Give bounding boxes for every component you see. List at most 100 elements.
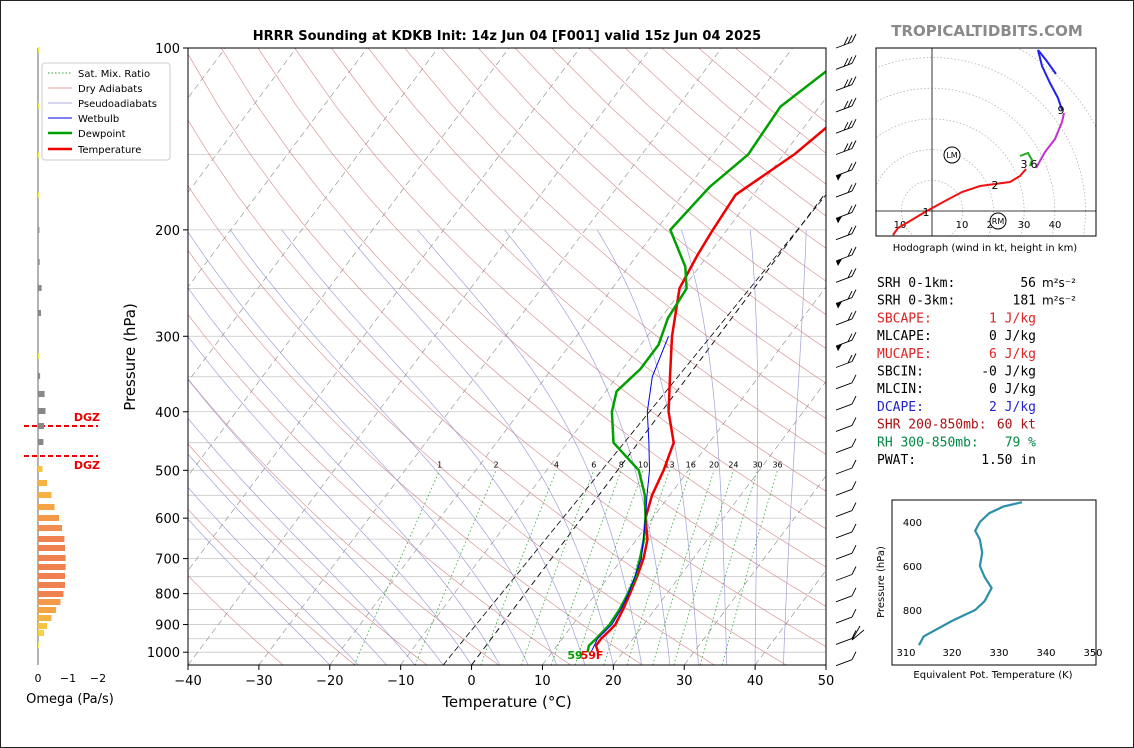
barb-feather [851,268,857,277]
skewt-xtick-label: −30 [245,674,272,689]
hodograph-tick-label: 10 [894,220,907,231]
dry-adiabat-line [220,48,826,607]
skewt-ytick-label: 700 [155,553,180,568]
reference-dashed-line [442,194,826,665]
index-value: 79 % [1005,435,1036,450]
mixing-ratio-label: 4 [554,460,559,469]
barb-feather [851,353,857,362]
barb-feather [851,625,865,641]
storm-motion-marker [989,212,1007,230]
dry-adiabat-line [441,48,826,384]
storm-motion-label: LM [946,151,957,160]
indices-table: SRH 0-1km: 56 m²s⁻² SRH 0-3km: 181 m²s⁻² SBCAP… [877,276,1076,468]
isotherm-line [188,48,652,665]
skewt-xtick-label: 10 [534,674,551,689]
barb-feather [851,651,857,660]
barb-feather [847,290,853,300]
barb-feather [847,99,853,108]
index-value: 1 J/kg [989,311,1036,326]
wind-barb [835,544,857,560]
mixing-ratio-label: 30 [752,460,762,469]
index-value: 0 J/kg [989,329,1036,344]
barb-staff [835,616,853,624]
index-value: -0 J/kg [981,365,1036,380]
barb-staff [835,275,853,283]
skewt-legend: Sat. Mix. Ratio Dry Adiabats Pseudoadiab… [41,62,171,161]
barb-feather [843,100,849,110]
barb-feather [843,58,849,67]
theta-e-xtick: 340 [1036,648,1055,659]
mixing-ratio-line [521,470,595,665]
barb-feather [847,56,853,66]
skewt-ytick-label: 500 [155,464,180,479]
barb-feather [851,33,857,43]
barb-feather [843,36,849,46]
omega-bar [38,423,44,429]
moist-adiabat-line [596,229,699,665]
series-temperature-line [594,126,826,653]
skewt-ylabel: Pressure (hPa) [121,303,139,411]
dry-adiabat-line [188,314,571,665]
barb-staff [835,467,853,475]
omega-bar [38,285,42,291]
barb-feather [851,76,857,85]
wind-barb [835,140,857,155]
wind-barb [835,481,857,496]
barb-staff [835,148,853,155]
isotherm-line [258,48,722,665]
skewt-frame [187,47,827,666]
index-label: MLCAPE: [877,329,932,344]
skewt-ytick-label: 900 [155,619,180,634]
dry-adiabat-line [188,378,499,665]
omega-bar [38,373,41,379]
moist-adiabat-line [188,231,529,665]
omega-bar [38,504,55,510]
mixing-ratio-line [699,470,758,665]
hodograph-height-label: 6 [1031,158,1038,171]
omega-bar [38,492,52,498]
barb-feather [851,289,857,298]
index-value: 0 J/kg [989,382,1036,397]
barb-staff [835,531,853,539]
hodograph-tick-label: 40 [1049,220,1062,231]
barb-flag [836,259,842,266]
mixing-ratio-line [353,470,441,665]
index-value: 1.50 in [981,453,1036,468]
barb-staff [835,339,853,347]
wind-barb [835,630,857,645]
isotherm-line [188,48,368,288]
index-value: 2 J/kg [989,400,1036,415]
moist-adiabat-line [188,378,444,665]
barb-flag [836,301,842,309]
hodograph-segment-9km-up [1037,49,1063,111]
omega-bar [38,536,65,542]
barb-feather [847,248,853,257]
isotherm-line [0,48,13,665]
wind-barb [835,310,857,326]
index-unit: m²s⁻² [1042,276,1076,290]
hodograph-frame [875,47,1097,237]
mixing-ratio-label: 2 [493,460,498,469]
omega-bar [38,515,59,521]
skewt-ytick-label: 400 [155,406,180,421]
barb-staff [835,190,853,198]
omega-bar [38,630,44,636]
wind-barb [835,587,857,603]
moist-adiabat-line [343,229,614,665]
wind-barb [835,523,857,539]
barb-staff [835,126,853,134]
omega-bar [38,564,66,570]
barb-staff [835,105,853,113]
mixing-ratio-line [652,470,715,665]
omega-bar [38,480,47,486]
dry-adiabat-line [188,119,787,665]
theta-e-ytick: 800 [903,606,922,617]
mixing-ratio-label: 36 [772,460,782,469]
wind-barb [835,459,857,475]
barb-staff [835,574,853,581]
dry-adiabat-line [257,48,826,568]
skewt-xtick-label: 50 [818,674,835,689]
barb-feather [851,182,857,192]
mixing-ratio-line [626,470,692,665]
